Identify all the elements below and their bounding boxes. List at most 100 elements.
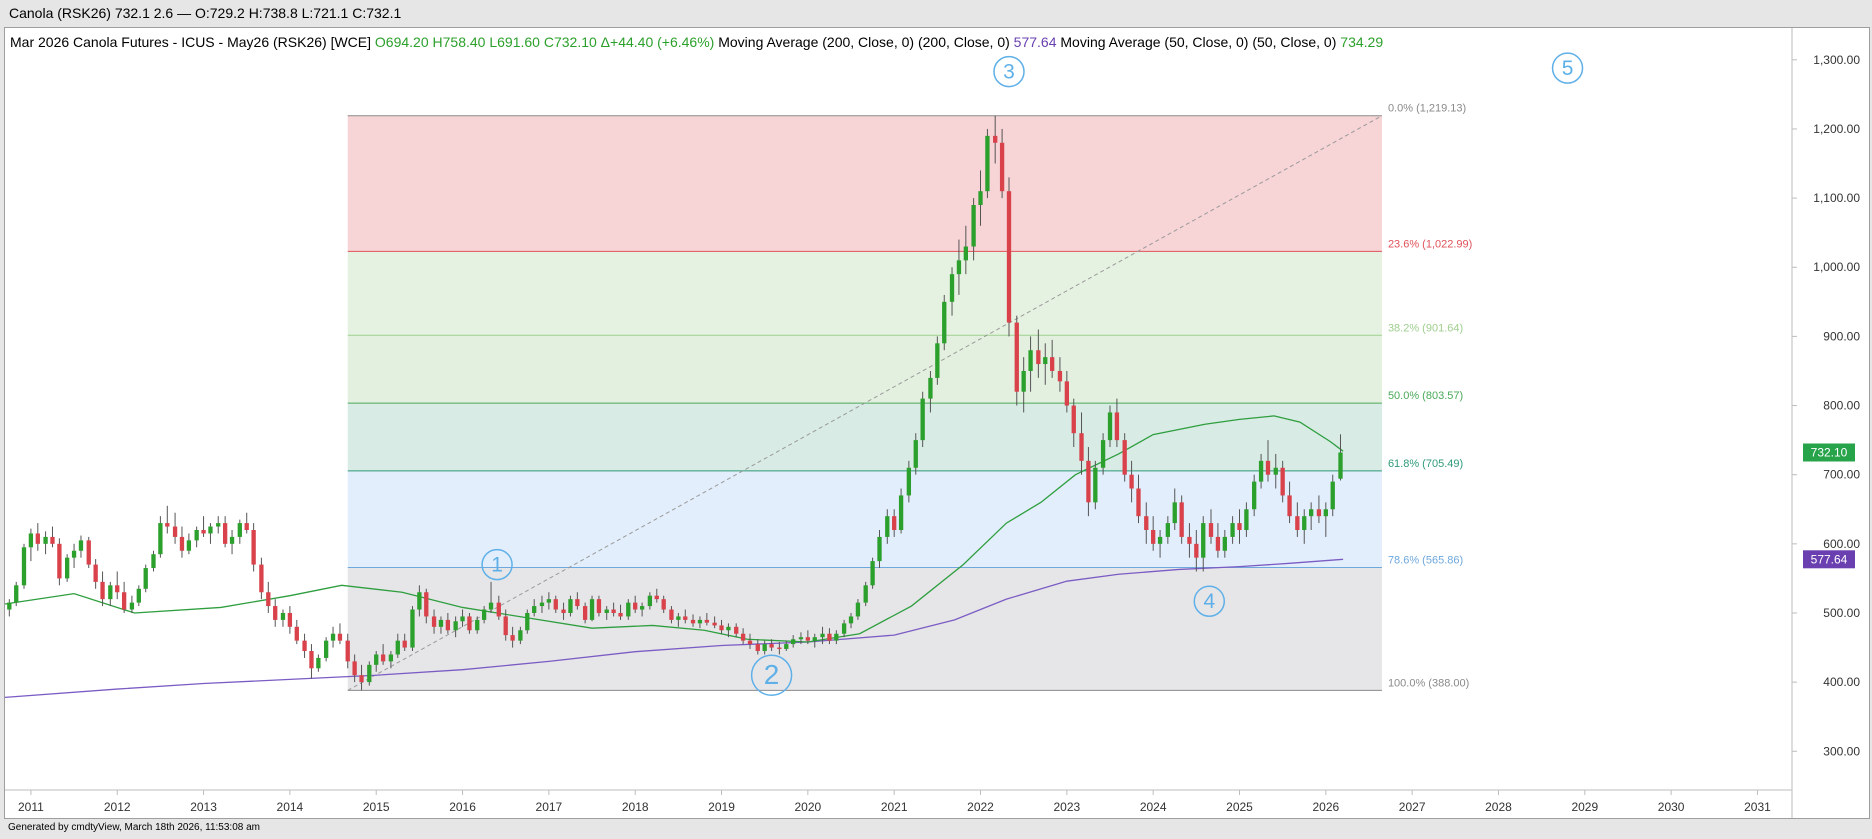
candle-body [330,633,336,641]
fibonacci-labels: 0.0% (1,219.13) 23.6% (1,022.99) 38.2% (90… [1388,103,1472,690]
candle-10 [78,535,84,558]
candle-body [453,621,458,631]
candle-40 [294,619,299,645]
x-tick-label-5: 2016 [449,800,476,814]
candle-158 [1144,502,1149,544]
candle-body [812,637,817,641]
candle-body [935,343,940,378]
candle-105 [762,640,767,655]
candle-41 [302,633,307,658]
wave-circle [993,55,1025,88]
candle-95 [690,614,696,627]
candle-body [21,547,27,586]
candle-151 [1093,460,1098,510]
candle-body [229,536,235,544]
candle-69 [503,609,508,641]
candle-56 [410,606,415,652]
candle-body [798,637,804,640]
candle-107 [777,642,782,655]
candle-110 [798,632,804,645]
candle-body [1043,357,1048,365]
candle-132 [956,239,962,295]
y-tick-label-4: 700.00 [1823,468,1860,482]
candle-128 [928,370,933,413]
badge-bg [1803,550,1855,569]
candle-body [1093,467,1098,503]
candle-9 [71,543,77,569]
candle-body [1006,191,1012,323]
candle-138 [999,128,1005,199]
candle-body [676,616,681,620]
candle-103 [747,633,753,649]
candle-135 [978,170,983,226]
candle-body [647,595,653,607]
candle-body [827,633,832,641]
candle-30 [222,516,228,548]
candle-body [374,654,379,665]
candle-101 [734,623,739,638]
x-tick-label-11: 2022 [967,800,994,814]
candle-body [956,260,962,275]
candle-81 [589,595,595,622]
x-tick-label-12: 2023 [1053,800,1080,814]
candle-62 [453,616,458,638]
candle-body [129,602,135,610]
candle-49 [359,664,364,691]
candle-92 [669,606,674,624]
candle-body [237,523,242,537]
candle-body [1144,516,1149,531]
badge-text: 577.64 [1811,552,1848,566]
fib-level-label-2: 38.2% (901.64) [1388,322,1463,334]
candle-73 [532,599,537,617]
candle-body [359,675,364,683]
candle-45 [330,626,336,648]
candle-body [755,644,760,652]
candle-96 [697,616,703,629]
candle-body [762,644,767,652]
candle-70 [510,626,515,648]
candle-139 [1006,177,1012,337]
candle-67 [488,581,494,613]
candle-body [1151,530,1156,544]
legend-change: Δ+44.40 (+6.46%) [600,34,715,50]
candle-172 [1244,502,1249,537]
price-badge-1: 577.64 [1803,550,1855,569]
candle-body [287,612,293,627]
candle-77 [561,602,566,620]
candle-170 [1230,516,1235,544]
candle-body [920,398,925,441]
candle-body [784,644,789,649]
candle-2 [21,543,27,589]
candle-84 [611,602,616,617]
candle-125 [906,460,912,503]
candle-body [855,602,861,617]
candle-106 [769,639,774,652]
candle-184 [1330,474,1335,517]
candle-99 [719,619,724,634]
candle-body [805,637,811,641]
candle-146 [1057,357,1063,392]
candle-64 [467,612,472,634]
wave-number: 5 [1562,57,1574,80]
candle-body [1050,357,1055,371]
candle-body [244,523,249,531]
candle-63 [460,609,465,627]
candle-body [661,599,666,610]
candle-body [719,625,724,631]
candle-85 [618,604,623,620]
candle-144 [1043,343,1048,385]
candle-91 [661,595,666,613]
candle-body [367,664,372,683]
candle-114 [827,628,832,645]
candle-body [626,602,631,617]
candle-body [216,523,221,527]
candle-body [352,661,357,676]
candle-body [1244,509,1249,531]
candle-body [654,595,659,600]
candle-50 [367,661,372,686]
y-tick-label-10: 1,300.00 [1813,53,1860,67]
fib-level-label-5: 78.6% (565.86) [1388,554,1463,566]
candle-body [1187,536,1192,544]
candle-111 [805,630,811,645]
